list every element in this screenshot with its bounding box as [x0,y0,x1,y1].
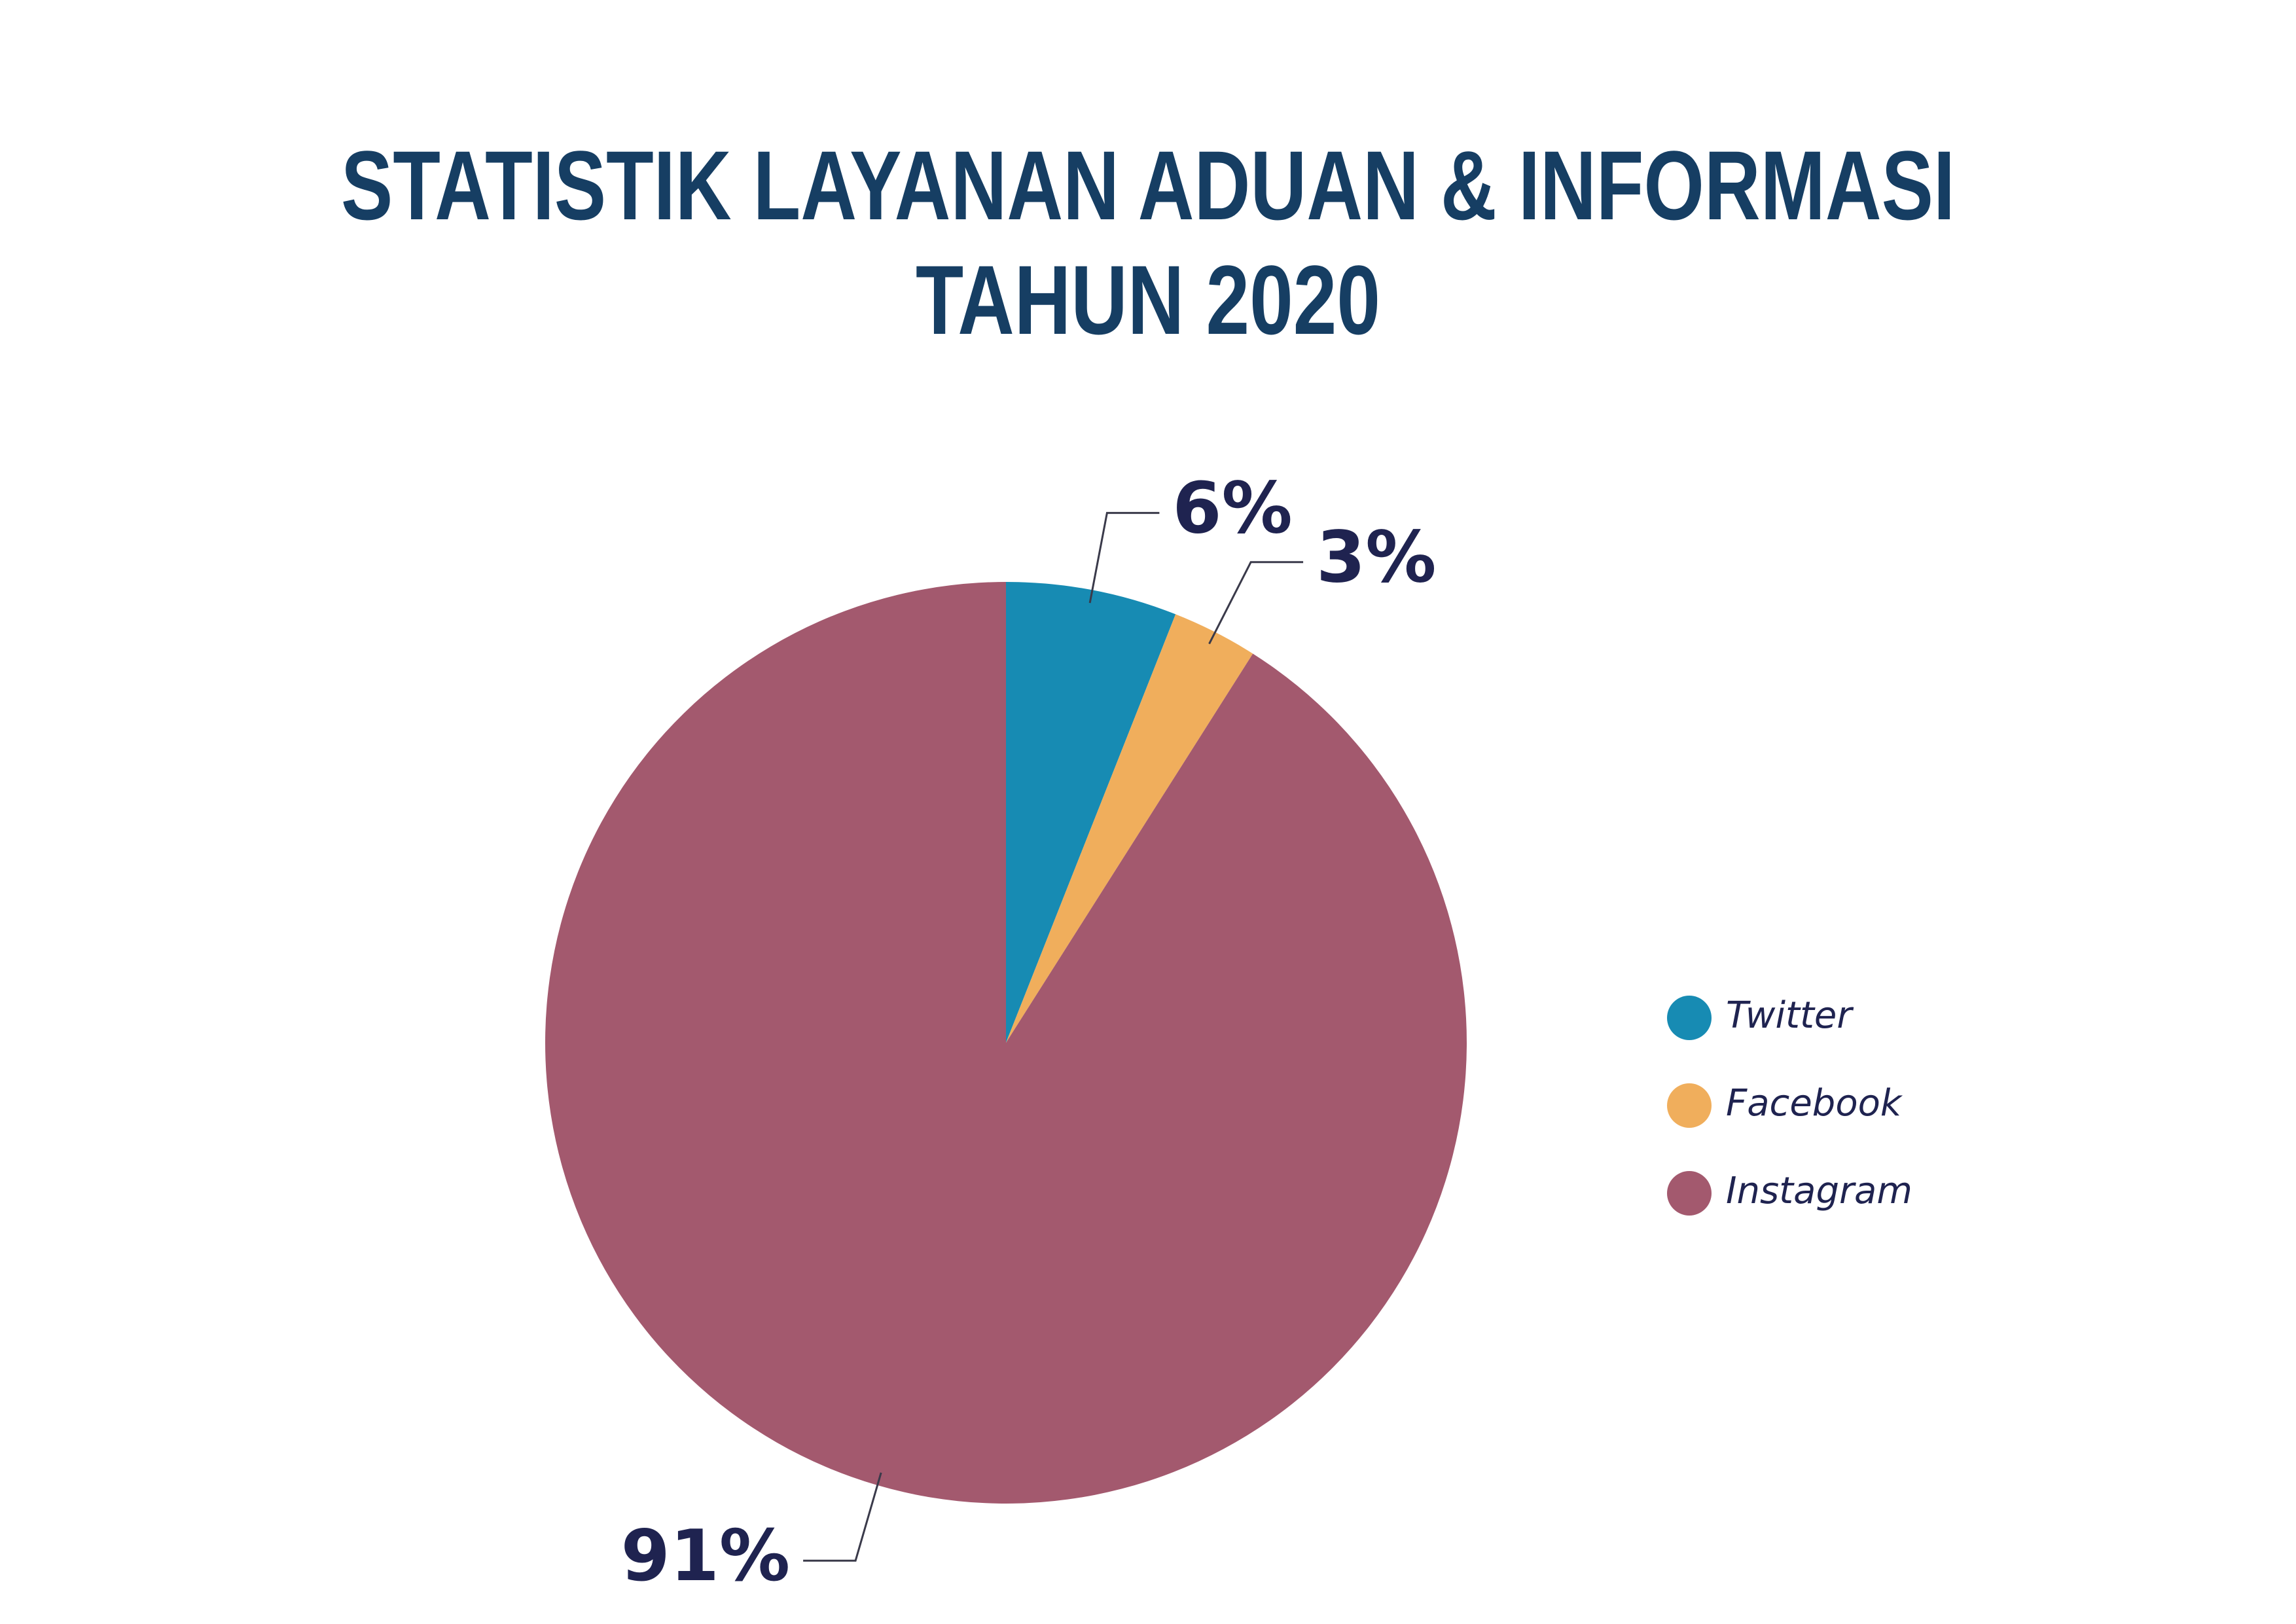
legend-swatch [1667,1171,1712,1216]
legend-label: Instagram [1726,1170,1912,1212]
chart-title: TAHUN 2020 [916,245,1380,355]
value-label: 6% [1172,467,1292,549]
chart: STATISTIK LAYANAN ADUAN & INFORMASI TAHU… [0,0,2296,1624]
legend-label: Facebook [1726,1082,1903,1125]
page: STATISTIK LAYANAN ADUAN & INFORMASI TAHU… [0,0,2296,1624]
value-label: 91% [621,1515,791,1597]
chart-title: STATISTIK LAYANAN ADUAN & INFORMASI [341,130,1955,240]
legend-swatch [1667,996,1712,1040]
value-label: 3% [1316,517,1436,599]
legend-label: Twitter [1726,994,1854,1037]
pie-slice [545,582,1467,1504]
legend-swatch [1667,1083,1712,1128]
